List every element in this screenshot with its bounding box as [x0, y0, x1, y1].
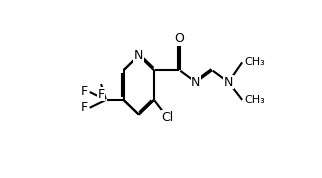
Text: F: F [81, 85, 88, 98]
Text: Cl: Cl [161, 111, 174, 124]
Text: F: F [81, 101, 88, 114]
Text: N: N [191, 76, 201, 89]
Text: N: N [224, 76, 233, 89]
Text: CH₃: CH₃ [244, 57, 265, 67]
Text: CH₃: CH₃ [244, 95, 265, 105]
Text: F: F [98, 88, 105, 101]
Text: N: N [134, 49, 143, 62]
Text: O: O [175, 32, 185, 45]
